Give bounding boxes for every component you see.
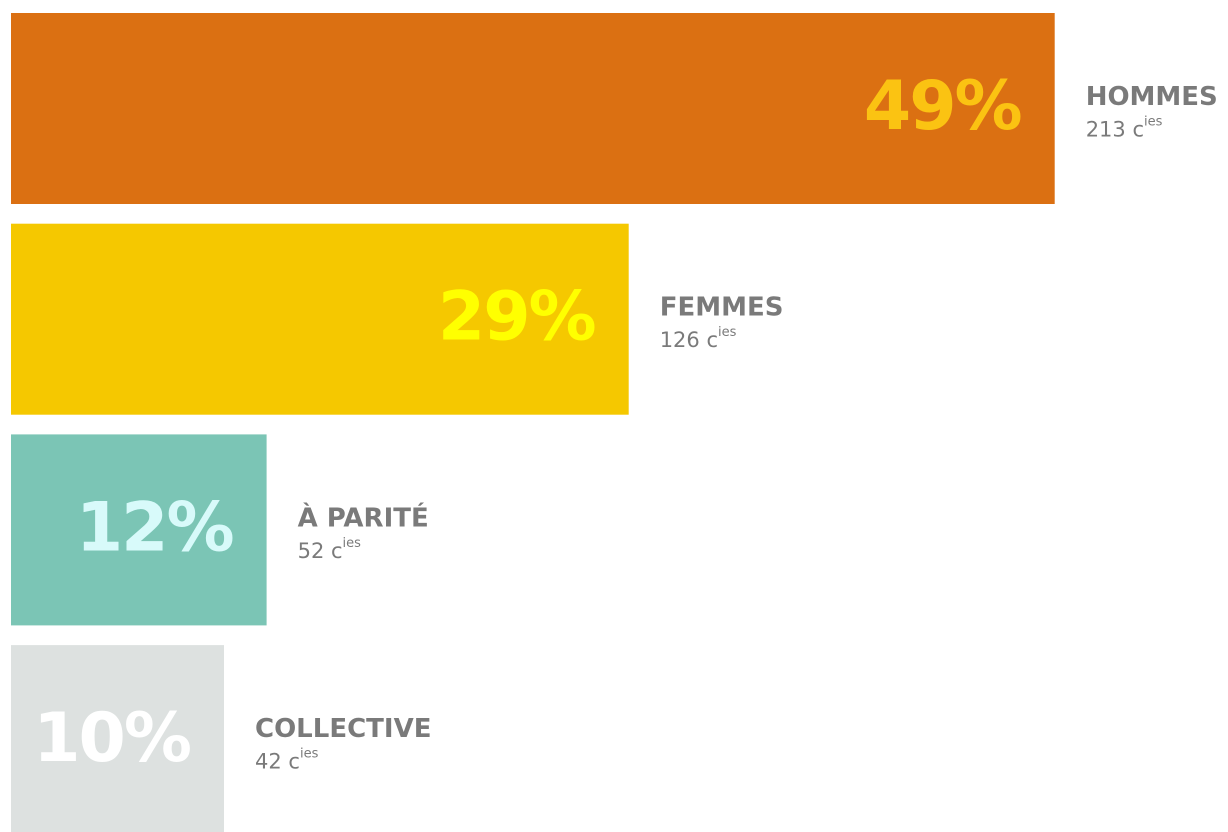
value-label: 29% <box>438 278 595 357</box>
count-superscript: ies <box>718 325 737 340</box>
value-label: 49% <box>864 67 1021 146</box>
count-label: 126 cies <box>660 325 737 353</box>
count-label: 213 cies <box>1086 114 1163 142</box>
bar <box>11 645 224 832</box>
count-superscript: ies <box>343 535 362 550</box>
category-label: À PARITÉ <box>298 501 429 533</box>
count-text: 126 c <box>660 328 718 352</box>
count-superscript: ies <box>1144 114 1163 129</box>
bar <box>11 13 1055 204</box>
count-label: 42 cies <box>255 746 319 774</box>
value-label: 12% <box>76 488 233 567</box>
category-label: HOMMES <box>1086 82 1218 112</box>
category-label: FEMMES <box>660 293 784 323</box>
value-label: 10% <box>33 699 190 778</box>
count-text: 213 c <box>1086 118 1144 142</box>
category-label: COLLECTIVE <box>255 714 431 744</box>
count-label: 52 cies <box>298 535 362 563</box>
bar <box>11 223 629 415</box>
count-text: 52 c <box>298 539 343 563</box>
bar <box>11 434 267 626</box>
count-text: 42 c <box>255 750 300 774</box>
count-superscript: ies <box>300 746 319 761</box>
